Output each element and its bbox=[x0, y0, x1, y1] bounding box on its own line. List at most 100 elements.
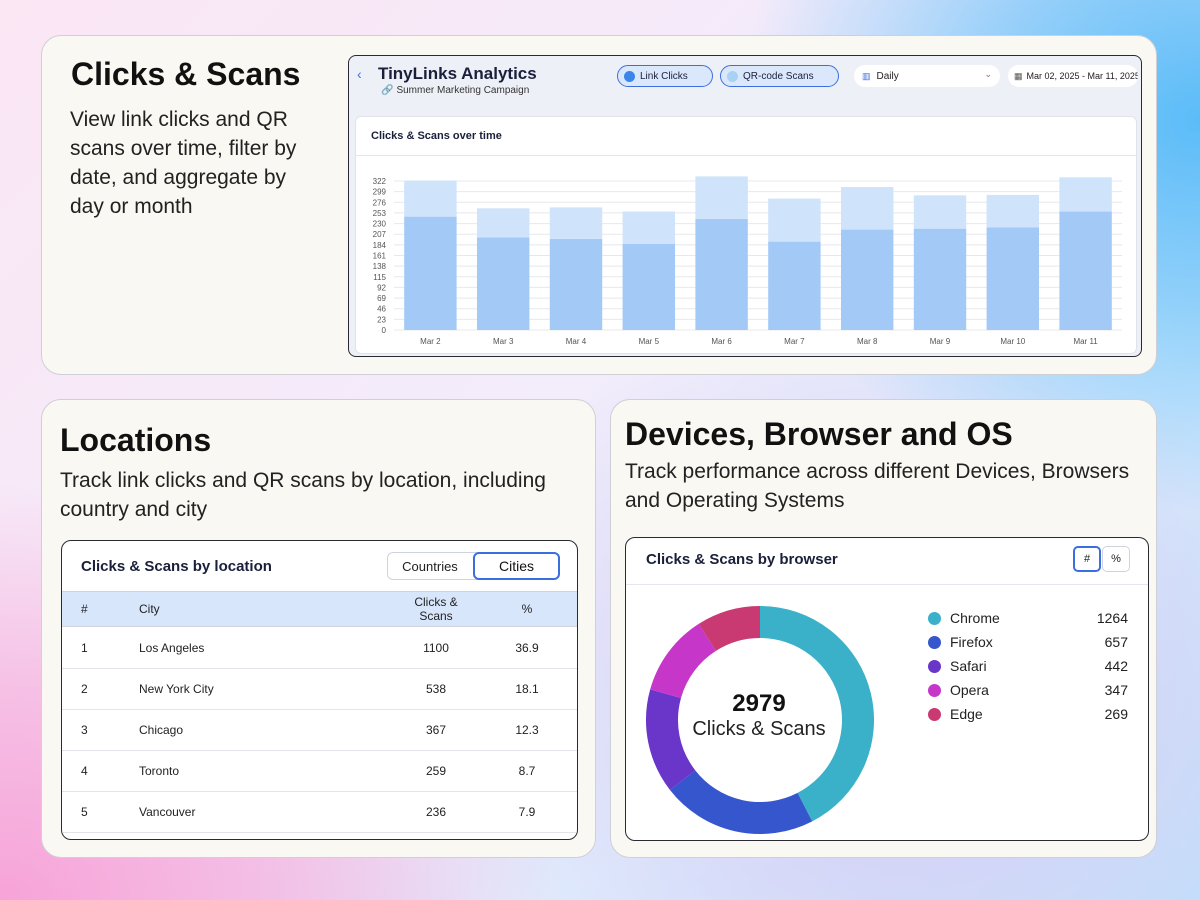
link-clicks-filter[interactable]: Link Clicks bbox=[617, 65, 713, 87]
row-city: Vancouver bbox=[139, 805, 196, 819]
legend-label: Edge bbox=[950, 706, 983, 722]
date-range-picker[interactable]: ▦ Mar 02, 2025 - Mar 11, 2025 bbox=[1008, 65, 1138, 87]
count-toggle[interactable]: # bbox=[1073, 546, 1101, 572]
bar-qr-scans bbox=[622, 211, 676, 244]
row-rank: 2 bbox=[81, 682, 88, 696]
column-header[interactable]: Clicks & Scans bbox=[414, 595, 458, 623]
x-tick-label: Mar 9 bbox=[930, 337, 951, 346]
link-clicks-dot-icon bbox=[624, 70, 635, 82]
legend-item-firefox[interactable]: Firefox 657 bbox=[928, 633, 1128, 653]
table-row[interactable]: 3 Chicago 367 12.3 bbox=[62, 710, 577, 751]
y-tick-label: 161 bbox=[373, 252, 387, 261]
y-tick-label: 69 bbox=[377, 294, 386, 303]
x-tick-label: Mar 3 bbox=[493, 337, 514, 346]
legend-dot-icon bbox=[928, 636, 941, 649]
y-tick-label: 138 bbox=[373, 262, 387, 271]
qr-scans-label: QR-code Scans bbox=[743, 70, 814, 82]
legend-item-opera[interactable]: Opera 347 bbox=[928, 681, 1128, 701]
legend-label: Chrome bbox=[950, 610, 1000, 626]
time-chart-panel: Clicks & Scans over time 0 23 46 69 92 115 138… bbox=[355, 116, 1137, 354]
locations-card: Locations Track link clicks and QR scans… bbox=[41, 399, 596, 858]
row-rank: 4 bbox=[81, 764, 88, 778]
panel-title: Clicks & Scans by location bbox=[81, 558, 272, 575]
row-city: Toronto bbox=[139, 764, 180, 778]
section-description: View link clicks and QR scans over time,… bbox=[70, 108, 297, 218]
row-rank: 5 bbox=[81, 805, 88, 819]
row-clicks: 236 bbox=[425, 805, 447, 819]
table-row[interactable]: 4 Toronto 259 8.7 bbox=[62, 751, 577, 792]
donut-slice-firefox[interactable] bbox=[669, 769, 813, 834]
legend-item-safari[interactable]: Safari 442 bbox=[928, 657, 1128, 677]
x-tick-label: Mar 4 bbox=[566, 337, 587, 346]
dashboard-title: TinyLinks Analytics bbox=[378, 64, 537, 83]
cities-tab[interactable]: Cities bbox=[473, 552, 560, 580]
panel-title: Clicks & Scans by browser bbox=[646, 551, 838, 568]
divider bbox=[356, 155, 1136, 156]
donut-slice-chrome[interactable] bbox=[759, 606, 874, 822]
bar-link-clicks bbox=[476, 237, 530, 330]
column-header[interactable]: # bbox=[81, 602, 88, 616]
x-tick-label: Mar 11 bbox=[1073, 337, 1098, 346]
calendar-icon: ▦ bbox=[1014, 70, 1023, 81]
donut-slice-opera[interactable] bbox=[650, 623, 717, 699]
table-header: # City Clicks & Scans % bbox=[62, 591, 577, 627]
legend-item-chrome[interactable]: Chrome 1264 bbox=[928, 609, 1128, 629]
countries-tab[interactable]: Countries bbox=[402, 558, 458, 574]
row-percent: 7.9 bbox=[518, 805, 536, 819]
legend-item-edge[interactable]: Edge 269 bbox=[928, 705, 1128, 725]
column-header[interactable]: % bbox=[521, 602, 533, 616]
y-tick-label: 253 bbox=[373, 209, 387, 218]
percent-toggle[interactable]: % bbox=[1102, 546, 1130, 572]
location-toggle: Countries Cities bbox=[387, 552, 560, 580]
y-tick-label: 23 bbox=[377, 315, 386, 324]
bar-link-clicks bbox=[913, 228, 967, 330]
y-tick-label: 115 bbox=[373, 273, 386, 282]
bar-link-clicks bbox=[404, 216, 457, 330]
bar-qr-scans bbox=[913, 195, 967, 229]
aggregation-select[interactable]: ▥ Daily ⌄ bbox=[854, 65, 1000, 87]
y-tick-label: 207 bbox=[373, 230, 387, 239]
back-arrow-icon[interactable]: ‹ bbox=[357, 66, 362, 82]
legend-value: 657 bbox=[1104, 634, 1128, 650]
y-tick-label: 92 bbox=[377, 283, 386, 292]
table-row[interactable]: 2 New York City 538 18.1 bbox=[62, 669, 577, 710]
table-row[interactable]: 1 Los Angeles 1100 36.9 bbox=[62, 628, 577, 669]
row-rank: 1 bbox=[81, 641, 88, 655]
date-range-value: Mar 02, 2025 - Mar 11, 2025 bbox=[1026, 71, 1138, 81]
legend-dot-icon bbox=[928, 612, 941, 625]
bar-chart-icon: ▥ bbox=[862, 70, 871, 81]
section-description: Track performance across different Devic… bbox=[625, 460, 1130, 512]
column-header[interactable]: City bbox=[139, 602, 160, 616]
campaign-subtitle: 🔗 Summer Marketing Campaign bbox=[381, 85, 529, 96]
section-description: Track link clicks and QR scans by locati… bbox=[60, 469, 546, 521]
x-tick-label: Mar 10 bbox=[1000, 337, 1025, 346]
y-tick-label: 230 bbox=[373, 220, 387, 229]
legend-value: 1264 bbox=[1096, 610, 1128, 626]
qr-scans-filter[interactable]: QR-code Scans bbox=[720, 65, 839, 87]
row-percent: 8.7 bbox=[518, 764, 536, 778]
donut-slice-edge[interactable] bbox=[698, 606, 761, 652]
y-tick-label: 299 bbox=[373, 188, 387, 197]
row-city: New York City bbox=[139, 682, 214, 696]
bar-link-clicks bbox=[622, 243, 676, 330]
row-clicks: 538 bbox=[425, 682, 447, 696]
devices-card: Devices, Browser and OS Track performanc… bbox=[610, 399, 1157, 858]
donut-slice-safari[interactable] bbox=[646, 689, 696, 790]
row-city: Chicago bbox=[139, 723, 184, 737]
section-title: Clicks & Scans bbox=[71, 56, 301, 92]
campaign-name: Summer Marketing Campaign bbox=[396, 85, 530, 96]
total-label: Clicks & Scans bbox=[692, 718, 826, 740]
y-tick-label: 322 bbox=[373, 177, 387, 186]
y-tick-label: 46 bbox=[377, 305, 386, 314]
bar-qr-scans bbox=[986, 194, 1040, 228]
x-tick-label: Mar 6 bbox=[711, 337, 732, 346]
aggregation-value: Daily bbox=[876, 70, 899, 82]
y-tick-label: 276 bbox=[373, 198, 387, 207]
table-row[interactable]: 5 Vancouver 236 7.9 bbox=[62, 792, 577, 833]
x-tick-label: Mar 7 bbox=[784, 337, 805, 346]
legend-value: 442 bbox=[1104, 658, 1128, 674]
section-title: Devices, Browser and OS bbox=[625, 416, 1013, 452]
row-clicks: 367 bbox=[425, 723, 447, 737]
row-percent: 36.9 bbox=[515, 641, 539, 655]
